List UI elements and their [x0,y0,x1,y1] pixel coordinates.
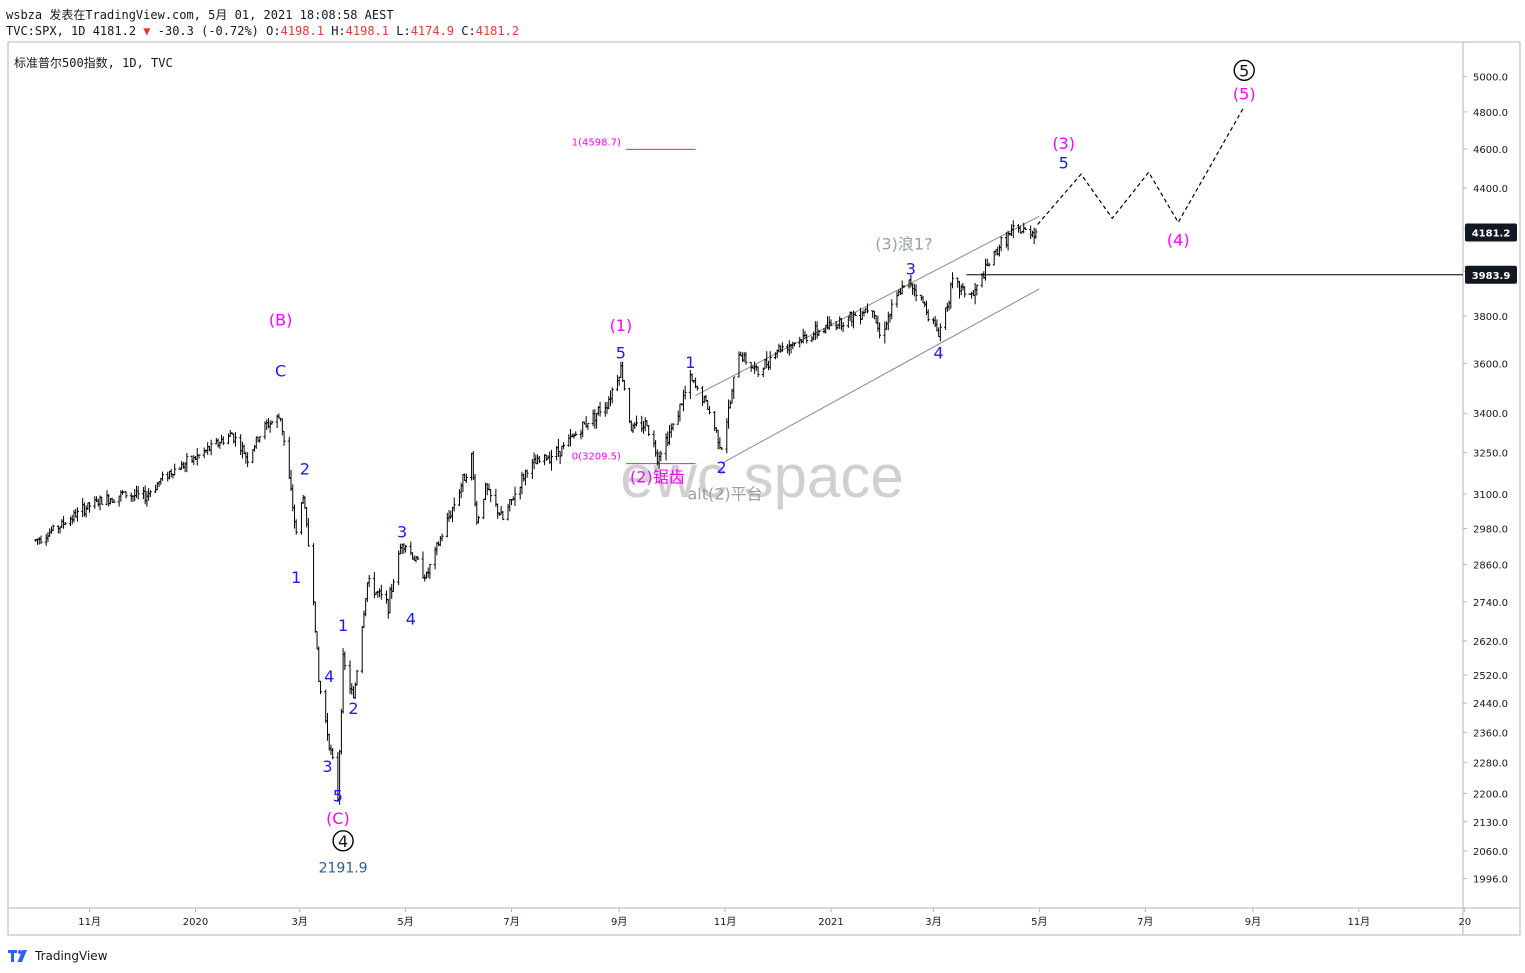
wave-label: 4 [338,832,348,851]
x-tick-label: 20 [1458,917,1471,928]
wave-label: 2 [348,699,358,718]
high-label: H: [331,24,346,38]
wave-label: 5 [1059,153,1069,172]
x-tick-label: 7月 [1137,916,1153,928]
x-tick-label: 2021 [818,917,843,928]
watermark: ewc space [620,443,903,510]
y-tick-label: 1996.0 [1473,875,1508,886]
y-tick-label: 3400.0 [1473,409,1508,420]
y-tick-label: 2740.0 [1473,598,1508,609]
x-tick-label: 9月 [611,916,627,928]
low-label: L: [396,24,411,38]
x-tick-label: 11月 [78,916,101,928]
wave-label: 5 [616,343,626,362]
y-tick-label: 3100.0 [1473,490,1508,501]
tradingview-logo-icon [8,950,27,962]
symbol-text: TVC:SPX, 1D 4181.2 [6,24,137,38]
last-price-badge [1465,223,1517,242]
open-value: 4198.1 [280,24,324,38]
wave-label: (5) [1233,84,1256,103]
wave-label: 4 [406,609,416,628]
chart-frame [7,41,1521,936]
y-tick-label: 5000.0 [1473,72,1508,83]
high-value: 4198.1 [345,24,389,38]
wave-circle [1233,59,1255,81]
footer-brand[interactable]: TradingView [8,949,108,963]
fib-level-label: 1(4598.7) [572,137,621,148]
x-tick-label: 3月 [292,916,308,928]
wave-label: 1 [685,353,695,372]
wave-label: 5 [1239,61,1249,80]
change-text: -30.3 (-0.72%) [157,24,259,38]
x-tick-label: 2020 [183,917,208,928]
close-value: 4181.2 [475,24,520,38]
ohlc-bar: TVC:SPX, 1D 4181.2 ▼ -30.3 (-0.72%) O:41… [6,24,519,38]
y-tick-label: 2860.0 [1473,560,1508,571]
y-tick-label: 2440.0 [1473,699,1508,710]
x-tick-label: 9月 [1245,916,1261,928]
y-tick-label: 3600.0 [1473,359,1508,370]
wave-label: alt(2)平台 [687,485,762,504]
wave-label: 4 [934,343,944,362]
y-tick-label: 3250.0 [1473,449,1508,460]
forecast-path [1037,106,1245,225]
wave-label: 2 [717,458,727,477]
y-tick-label: 2520.0 [1473,671,1508,682]
x-tick-label: 11月 [1347,916,1370,928]
channel-line [721,288,1040,464]
close-label: C: [461,24,476,38]
y-tick-label: 4600.0 [1473,145,1508,156]
level-price-badge [1465,265,1517,284]
low-value: 4174.9 [410,24,455,38]
y-tick-label: 4800.0 [1473,108,1508,119]
wave-label: 3 [906,260,916,279]
wave-label: (4) [1167,230,1190,249]
wave-label: (3)浪1? [875,235,932,254]
wave-label: (2)锯齿 [630,468,685,487]
level-price-label: 3983.9 [1472,271,1511,282]
x-tick-label: 7月 [503,916,519,928]
last-price-label: 4181.2 [1472,229,1511,240]
wave-label: 5 [333,787,343,806]
y-tick-label: 2060.0 [1473,847,1508,858]
wave-label: C [275,362,286,381]
fib-level-label: 0(3209.5) [572,452,621,463]
y-tick-label: 3800.0 [1473,312,1508,323]
wave-label: 2191.9 [319,861,368,877]
x-tick-label: 5月 [1031,916,1047,928]
wave-label: 1 [291,568,301,587]
y-tick-label: 2280.0 [1473,758,1508,769]
x-tick-label: 5月 [397,916,413,928]
wave-label: (B) [269,310,292,329]
wave-label: (1) [610,316,633,335]
y-tick-label: 4400.0 [1473,184,1508,195]
down-triangle-icon: ▼ [143,24,151,38]
y-tick-label: 2200.0 [1473,790,1508,801]
instrument-label: 标准普尔500指数, 1D, TVC [14,56,173,70]
wave-label: 4 [324,667,334,686]
y-tick-label: 2620.0 [1473,637,1508,648]
wave-label: 2 [300,459,310,478]
wave-label: (3) [1052,134,1075,153]
wave-label: 3 [397,522,407,541]
y-tick-label: 2360.0 [1473,728,1508,739]
x-tick-label: 3月 [925,916,941,928]
wave-circle [332,830,354,852]
publish-info: wsbza 发表在TradingView.com, 5月 01, 2021 18… [6,8,394,22]
footer-brand-text: TradingView [35,949,108,963]
x-tick-label: 11月 [714,916,737,928]
wave-label: (C) [326,809,350,828]
wave-label: 1 [338,616,348,635]
open-label: O: [266,24,281,38]
y-tick-label: 2980.0 [1473,524,1508,535]
wave-label: 3 [322,757,332,776]
y-tick-label: 2130.0 [1473,818,1508,829]
